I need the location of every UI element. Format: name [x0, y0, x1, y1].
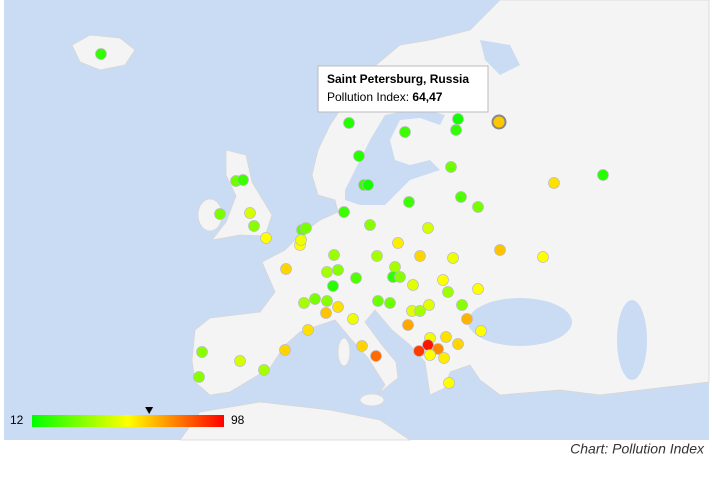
tooltip-box: [317, 65, 489, 113]
city-dot[interactable]: [442, 286, 454, 298]
city-dot[interactable]: [309, 293, 321, 305]
caption: Chart: Pollution Index: [570, 441, 705, 457]
city-dot[interactable]: [402, 319, 414, 331]
city-dot[interactable]: [423, 299, 435, 311]
city-dot[interactable]: [389, 261, 401, 273]
city-dot[interactable]: [214, 208, 226, 220]
city-dot[interactable]: [452, 113, 464, 125]
city-dot[interactable]: [338, 206, 350, 218]
city-dot[interactable]: [475, 325, 487, 337]
city-dot[interactable]: [414, 305, 426, 317]
city-dot[interactable]: [491, 114, 507, 130]
city-dot[interactable]: [456, 299, 468, 311]
city-dot[interactable]: [447, 252, 459, 264]
city-dot[interactable]: [597, 169, 609, 181]
city-dot[interactable]: [372, 295, 384, 307]
city-dot[interactable]: [356, 340, 368, 352]
city-dot[interactable]: [353, 150, 365, 162]
legend-marker: [145, 407, 154, 414]
city-dot[interactable]: [362, 179, 374, 191]
great-britain: [211, 149, 273, 241]
tooltip-label: Pollution Index:: [327, 90, 409, 104]
city-dot[interactable]: [280, 263, 292, 275]
city-dot[interactable]: [407, 279, 419, 291]
city-dot[interactable]: [298, 297, 310, 309]
city-dot[interactable]: [445, 161, 457, 173]
city-dot[interactable]: [370, 350, 382, 362]
legend-bar: [32, 415, 224, 427]
city-dot[interactable]: [328, 249, 340, 261]
city-dot[interactable]: [295, 234, 307, 246]
city-dot[interactable]: [193, 371, 205, 383]
city-dot[interactable]: [371, 250, 383, 262]
city-dot[interactable]: [196, 346, 208, 358]
city-dot[interactable]: [399, 126, 411, 138]
city-dot[interactable]: [437, 274, 449, 286]
africa: [179, 401, 412, 441]
city-dot[interactable]: [343, 117, 355, 129]
caspian-sea: [617, 300, 647, 380]
tooltip-value: 64,47: [412, 90, 442, 104]
white-sea: [480, 40, 520, 75]
city-dot[interactable]: [472, 283, 484, 295]
city-dot[interactable]: [258, 364, 270, 376]
city-dot[interactable]: [300, 222, 312, 234]
city-dot[interactable]: [279, 344, 291, 356]
city-dot[interactable]: [422, 222, 434, 234]
city-dot[interactable]: [450, 124, 462, 136]
city-dot[interactable]: [394, 271, 406, 283]
city-dot[interactable]: [260, 232, 272, 244]
city-dot[interactable]: [452, 338, 464, 350]
city-dot[interactable]: [347, 313, 359, 325]
city-dot[interactable]: [432, 343, 444, 355]
city-dot[interactable]: [234, 355, 246, 367]
black-sea: [468, 298, 572, 346]
sicily: [359, 393, 385, 407]
city-dot[interactable]: [403, 196, 415, 208]
city-dot[interactable]: [413, 345, 425, 357]
city-dot[interactable]: [548, 177, 560, 189]
tooltip-text: Pollution Index: 64,47: [327, 90, 443, 104]
city-dot[interactable]: [455, 191, 467, 203]
city-dot[interactable]: [302, 324, 314, 336]
city-dot[interactable]: [461, 313, 473, 325]
city-dot[interactable]: [472, 201, 484, 213]
city-dot[interactable]: [537, 251, 549, 263]
city-dot[interactable]: [414, 250, 426, 262]
city-dot[interactable]: [332, 264, 344, 276]
city-dot[interactable]: [332, 301, 344, 313]
city-dot[interactable]: [321, 266, 333, 278]
city-dot[interactable]: [327, 280, 339, 292]
sardinia: [337, 337, 351, 367]
city-dot[interactable]: [424, 349, 436, 361]
city-dot[interactable]: [237, 174, 249, 186]
city-dot[interactable]: [440, 331, 452, 343]
legend-min: 12: [10, 413, 24, 427]
legend-max: 98: [231, 413, 245, 427]
tooltip: Saint Petersburg, Russia Pollution Index…: [317, 65, 489, 113]
city-dot[interactable]: [95, 48, 107, 60]
continent: [191, 0, 710, 396]
city-dot[interactable]: [438, 352, 450, 364]
tooltip-title: Saint Petersburg, Russia: [327, 72, 469, 86]
city-dot[interactable]: [443, 377, 455, 389]
city-dot[interactable]: [364, 219, 376, 231]
city-dot[interactable]: [248, 220, 260, 232]
dots: [95, 48, 609, 389]
city-dot[interactable]: [494, 244, 506, 256]
city-dot[interactable]: [384, 297, 396, 309]
city-dot[interactable]: [320, 307, 332, 319]
city-dot[interactable]: [321, 295, 333, 307]
city-dot[interactable]: [244, 207, 256, 219]
map: [71, 0, 710, 441]
city-dot[interactable]: [392, 237, 404, 249]
city-dot[interactable]: [350, 272, 362, 284]
